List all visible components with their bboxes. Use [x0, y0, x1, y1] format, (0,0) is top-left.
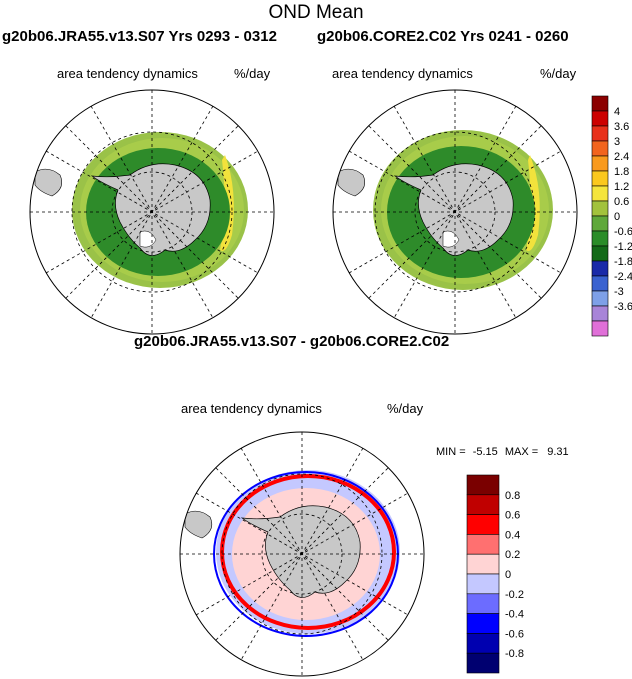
colorbar-top-tick-label: -3 [614, 286, 624, 298]
panel-label-left-core2: area tendency dynamics [332, 66, 473, 81]
colorbar-top-swatch [591, 95, 609, 112]
diff-max-value: 9.31 [547, 446, 569, 458]
colorbar-top-tick-label: 4 [614, 106, 620, 118]
colorbar-diff-swatch [466, 593, 500, 614]
colorbar-diff-swatch [466, 534, 500, 555]
south-america-land [337, 168, 366, 197]
polar-map-jra55 [29, 89, 275, 335]
colorbar-diff-tick-label: -0.2 [505, 589, 524, 601]
colorbar-top-swatch [591, 200, 609, 217]
antarctica-land [240, 505, 361, 598]
panel-title-core2: g20b06.CORE2.C02 Yrs 0241 - 0260 [317, 28, 569, 45]
colorbar-top-swatch [591, 260, 609, 277]
panel-title-diff: g20b06.JRA55.v13.S07 - g20b06.CORE2.C02 [134, 333, 450, 350]
colorbar-top-swatch [591, 110, 609, 127]
colorbar-diff-swatch [466, 633, 500, 654]
colorbar-top-swatch [591, 305, 609, 322]
colorbar-top-swatch [591, 185, 609, 202]
colorbar-top-tick-label: 0.6 [614, 196, 629, 208]
colorbar-top-swatch [591, 140, 609, 157]
colorbar-diff-tick-label: -0.8 [505, 648, 524, 660]
colorbar-top-tick-label: 2.4 [614, 151, 629, 163]
diff-stats: MIN = -5.15 MAX = 9.31 [436, 446, 569, 458]
panel-label-units-core2: %/day [540, 66, 577, 81]
colorbar-diff: 0.8 0.6 0.4 0.2 0 -0.2 -0.4 -0.6 -0.8 [466, 474, 524, 674]
colorbar-diff-tick-label: 0.2 [505, 549, 520, 561]
colorbar-top-swatch [591, 230, 609, 247]
colorbar-diff-tick-label: -0.6 [505, 628, 524, 640]
south-america-land [184, 510, 213, 539]
colorbar-diff-tick-label: -0.4 [505, 609, 524, 621]
colorbar-diff-swatch [466, 474, 500, 496]
colorbar-top-swatch [591, 245, 609, 262]
polar-map-diff [179, 431, 425, 677]
panel-label-units-diff: %/day [387, 401, 424, 416]
diff-max-label: MAX = [504, 446, 539, 458]
colorbar-top-tick-label: 1.2 [614, 181, 629, 193]
colorbar-top-swatch [591, 215, 609, 232]
colorbar-top-tick-label: -3.6 [614, 301, 632, 313]
colorbar-top-swatch [591, 170, 609, 187]
colorbar-diff-tick-label: 0.6 [505, 510, 520, 522]
panel-label-units-jra55: %/day [234, 66, 271, 81]
figure-title: OND Mean [268, 2, 364, 23]
colorbar-diff-swatch [466, 613, 500, 634]
colorbar-diff-swatch [466, 573, 500, 595]
colorbar-diff-tick-label: 0 [505, 569, 511, 581]
colorbar-top-tick-label: -1.2 [614, 241, 632, 253]
colorbar-top-swatch [591, 125, 609, 142]
polar-map-core2 [332, 89, 578, 335]
antarctica-land [393, 163, 514, 256]
colorbar-top: 4 3.6 3 2.4 1.8 1.2 0.6 0 -0.6 -1.2 -1.8 -2.4 -3 -3.6 [591, 95, 632, 337]
panel-label-left-diff: area tendency dynamics [181, 401, 322, 416]
colorbar-diff-swatch [466, 494, 500, 515]
colorbar-diff-tick-label: 0.4 [505, 529, 520, 541]
colorbar-top-swatch [591, 155, 609, 172]
colorbar-diff-swatch [466, 553, 500, 575]
colorbar-diff-swatch [466, 652, 500, 674]
colorbar-top-swatch [591, 290, 609, 307]
colorbar-top-swatch [591, 275, 609, 292]
colorbar-top-swatch [591, 320, 609, 337]
colorbar-top-tick-label: 3.6 [614, 121, 629, 133]
colorbar-diff-tick-label: 0.8 [505, 490, 520, 502]
colorbar-diff-swatch [466, 514, 500, 535]
panel-label-left-jra55: area tendency dynamics [57, 66, 198, 81]
colorbar-top-tick-label: 1.8 [614, 166, 629, 178]
south-america-land [34, 168, 63, 197]
antarctica-land [90, 163, 211, 256]
colorbar-top-tick-label: -2.4 [614, 271, 632, 283]
colorbar-top-tick-label: 0 [614, 211, 620, 223]
panel-title-jra55: g20b06.JRA55.v13.S07 Yrs 0293 - 0312 [2, 28, 277, 45]
colorbar-top-tick-label: 3 [614, 136, 620, 148]
colorbar-top-tick-label: -0.6 [614, 226, 632, 238]
diff-min-value: -5.15 [472, 446, 498, 458]
colorbar-top-tick-label: -1.8 [614, 256, 632, 268]
diff-min-label: MIN = [436, 446, 466, 458]
